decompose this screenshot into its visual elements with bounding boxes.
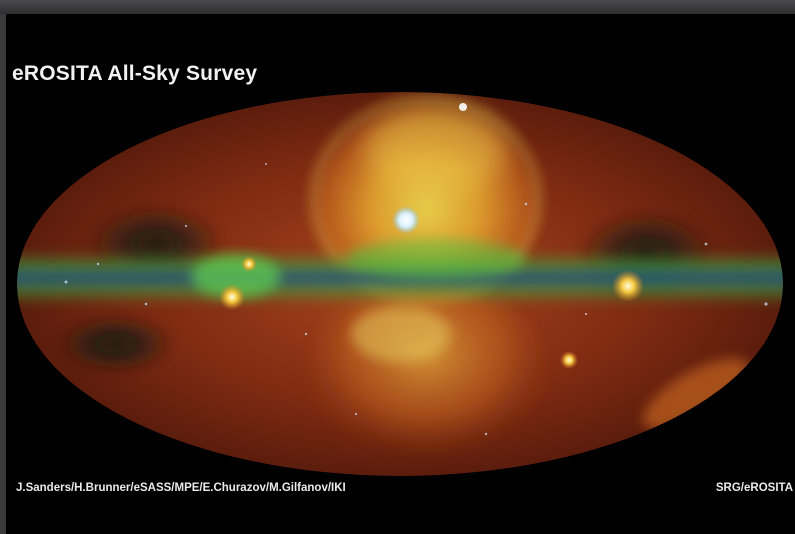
all-sky-map: [17, 92, 783, 476]
window-frame: [0, 0, 795, 14]
image-credit-left: J.Sanders/H.Brunner/eSASS/MPE/E.Churazov…: [16, 482, 346, 494]
image-panel: eROSITA All-Sky Survey J.Sanders/H.Brunn…: [6, 14, 795, 534]
image-credit-right: SRG/eROSITA: [715, 482, 793, 494]
image-title: eROSITA All-Sky Survey: [12, 62, 258, 85]
